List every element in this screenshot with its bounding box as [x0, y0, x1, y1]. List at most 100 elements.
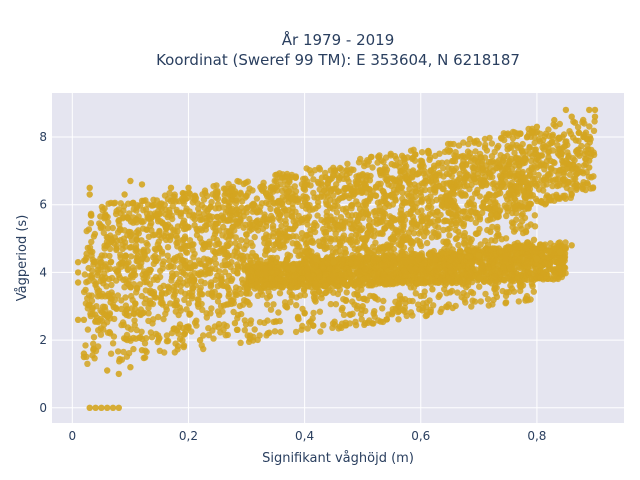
- data-point: [163, 338, 171, 345]
- data-point: [584, 179, 591, 187]
- data-point: [207, 216, 214, 223]
- data-point: [326, 176, 334, 183]
- data-point: [549, 139, 556, 146]
- data-point: [331, 318, 338, 325]
- data-point: [213, 213, 221, 221]
- data-point: [340, 311, 348, 318]
- data-point: [173, 281, 180, 288]
- data-point: [263, 301, 271, 308]
- data-point: [433, 196, 440, 204]
- data-point: [371, 313, 378, 320]
- data-point: [170, 256, 177, 264]
- data-point: [285, 207, 292, 214]
- data-point: [348, 202, 356, 209]
- data-point: [117, 251, 124, 258]
- data-point: [111, 296, 119, 303]
- data-point: [493, 159, 500, 166]
- data-point: [407, 208, 415, 215]
- data-point: [398, 240, 405, 247]
- data-point: [393, 155, 400, 163]
- data-point: [303, 165, 310, 172]
- data-point: [498, 167, 506, 174]
- data-point: [172, 308, 179, 315]
- data-point: [195, 296, 202, 303]
- data-point: [507, 282, 514, 289]
- data-point: [244, 299, 252, 306]
- data-point: [106, 245, 114, 252]
- data-point: [339, 277, 347, 285]
- data-point: [443, 159, 451, 166]
- data-point: [482, 290, 489, 298]
- data-point: [307, 226, 314, 234]
- data-point: [502, 300, 509, 307]
- data-point: [306, 206, 313, 214]
- data-point: [140, 354, 147, 362]
- data-point: [317, 328, 324, 335]
- data-point: [251, 326, 258, 333]
- data-point: [478, 160, 485, 167]
- data-point: [329, 249, 337, 256]
- data-point: [487, 164, 494, 172]
- data-point: [452, 154, 459, 161]
- data-point: [289, 213, 296, 220]
- data-point: [275, 197, 282, 205]
- data-point: [155, 238, 162, 245]
- data-point: [174, 346, 181, 353]
- data-point: [147, 329, 155, 336]
- data-point: [91, 230, 99, 238]
- data-point: [271, 328, 279, 335]
- data-point: [214, 220, 221, 227]
- data-point: [345, 269, 353, 276]
- data-point: [571, 119, 579, 126]
- data-point: [277, 233, 285, 241]
- data-point: [322, 169, 329, 177]
- data-point: [382, 154, 390, 161]
- data-point: [468, 288, 475, 296]
- data-point: [449, 213, 456, 221]
- data-point: [270, 246, 277, 253]
- data-point: [485, 302, 492, 309]
- data-point: [525, 125, 532, 133]
- data-point: [343, 175, 351, 182]
- data-point: [98, 252, 106, 259]
- data-point: [293, 302, 300, 309]
- data-point: [368, 153, 375, 161]
- data-point: [585, 173, 593, 180]
- data-point: [163, 332, 171, 339]
- data-point: [139, 225, 147, 232]
- data-point: [133, 207, 140, 214]
- data-point: [155, 203, 162, 210]
- data-point: [494, 231, 502, 238]
- data-point: [407, 309, 415, 316]
- data-point: [132, 300, 139, 307]
- data-point: [571, 182, 579, 190]
- data-point: [275, 214, 282, 222]
- data-point: [312, 205, 319, 212]
- data-point: [535, 153, 542, 160]
- data-point: [130, 345, 137, 353]
- data-point: [276, 290, 284, 297]
- data-point: [84, 360, 91, 367]
- data-point: [263, 332, 270, 339]
- data-point: [361, 162, 368, 170]
- data-point: [510, 288, 518, 295]
- data-point: [570, 175, 577, 183]
- data-point: [118, 305, 125, 313]
- data-point: [472, 219, 479, 226]
- data-point: [94, 288, 102, 296]
- data-point: [123, 336, 131, 344]
- data-point: [440, 165, 447, 172]
- data-point: [242, 179, 249, 186]
- data-point: [489, 180, 496, 188]
- data-point: [154, 338, 161, 346]
- data-point: [190, 211, 197, 218]
- data-point: [408, 193, 415, 200]
- data-point: [369, 320, 376, 327]
- data-point: [549, 131, 556, 138]
- data-point: [118, 297, 125, 304]
- data-point: [127, 229, 134, 236]
- data-point: [515, 170, 522, 178]
- data-point: [273, 177, 280, 185]
- data-point: [138, 328, 145, 335]
- data-point: [530, 236, 538, 243]
